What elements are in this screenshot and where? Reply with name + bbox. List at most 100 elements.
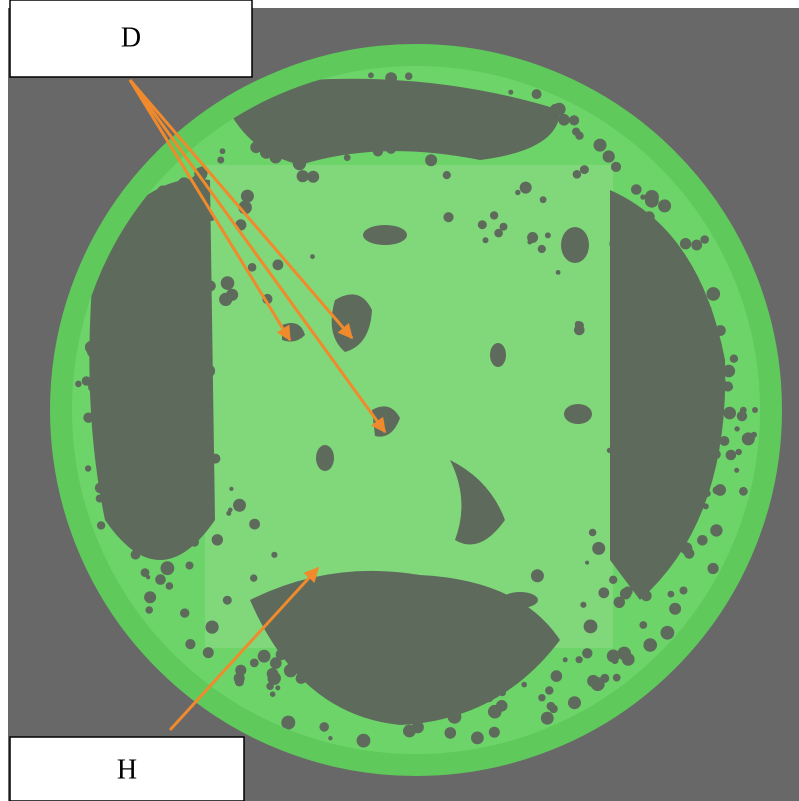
pore-dot — [623, 476, 632, 486]
pore-dot — [317, 104, 323, 110]
pore-dot — [197, 447, 205, 455]
pore-dot — [205, 620, 219, 634]
pore-dot — [483, 131, 495, 143]
pore-dot — [671, 407, 678, 414]
pore-dot — [425, 154, 438, 167]
pore-dot — [116, 341, 122, 348]
pore-dot — [707, 398, 715, 406]
pore-dot — [585, 560, 590, 565]
pore-dot — [620, 230, 635, 245]
pore-dot — [627, 205, 637, 215]
pore-dot — [669, 602, 682, 615]
arrows — [128, 79, 387, 732]
label-bottom: H — [117, 754, 137, 785]
pore-dot — [610, 417, 624, 431]
pore-dot — [673, 293, 686, 306]
pore-dot — [522, 107, 534, 119]
pore-dot — [657, 249, 664, 256]
pore-dot — [271, 551, 278, 558]
pore-dot — [305, 115, 315, 125]
pore-dot — [499, 222, 508, 231]
pore-dot — [647, 429, 654, 435]
pore-dot — [537, 244, 546, 254]
pore-dot — [552, 102, 566, 116]
pore-dot — [679, 238, 692, 250]
pore-dot — [156, 500, 167, 511]
pore-dot — [493, 111, 500, 118]
pore-dot — [639, 621, 648, 629]
pore-dot — [195, 207, 202, 213]
pore-dot — [612, 368, 622, 378]
arrow — [128, 79, 292, 342]
pore-dot — [684, 548, 695, 559]
pore-dot — [193, 341, 206, 354]
pore-dot — [628, 419, 633, 425]
pore-dot — [720, 378, 726, 384]
pore — [564, 404, 592, 424]
pore-texture — [75, 72, 758, 748]
pore-dot — [171, 228, 185, 241]
pore-dot — [197, 200, 205, 208]
pore-dot — [135, 526, 143, 534]
pore-dot — [643, 638, 657, 652]
pore-dot — [88, 381, 99, 393]
pore-dot — [484, 692, 494, 703]
pore-dot — [636, 442, 646, 452]
pore-dot — [315, 667, 325, 676]
pore-dot — [176, 443, 182, 449]
pore-dot — [157, 542, 167, 552]
pore-dot — [752, 407, 758, 413]
pore-dot — [185, 639, 196, 650]
pore-dot — [495, 700, 508, 712]
pore-dot — [672, 269, 682, 279]
pore-dot — [171, 293, 185, 306]
pore-dot — [112, 410, 118, 416]
pore-dot — [632, 338, 637, 343]
pore-dot — [105, 309, 120, 323]
pore-dot — [508, 89, 514, 95]
pore-dot — [420, 674, 432, 686]
pore-dot — [419, 696, 432, 709]
pore-dot — [640, 194, 646, 200]
pore-dot — [735, 448, 742, 456]
pore-dot — [658, 199, 672, 213]
pore-dot — [157, 185, 169, 198]
pore-dot — [723, 406, 736, 420]
pore-dot — [338, 80, 348, 91]
pore-dot — [619, 513, 626, 520]
pore-dot — [736, 410, 748, 422]
pore-dot — [247, 263, 257, 272]
pore-dot — [672, 319, 678, 324]
pore-dot — [352, 625, 361, 633]
pore-dot — [668, 256, 680, 268]
pore-dot — [625, 399, 637, 411]
pore-dot — [688, 312, 702, 326]
pore-dot — [654, 424, 663, 433]
pore-dot — [477, 220, 487, 230]
pore-dot — [610, 524, 621, 535]
pore-dot — [260, 118, 267, 125]
pore-dot — [374, 686, 385, 697]
pore-dot — [240, 189, 254, 203]
pore-dot — [662, 302, 673, 313]
pore-dot — [217, 156, 225, 164]
pore-dot — [675, 351, 687, 363]
pore-dot — [483, 666, 492, 675]
pore-dot — [181, 429, 193, 441]
pore-dot — [525, 124, 540, 139]
dark-region — [610, 190, 726, 600]
pore-dot — [646, 548, 653, 555]
pore-dot — [734, 467, 740, 473]
pore-dot — [137, 243, 143, 250]
pore-dot — [104, 476, 119, 491]
pore-dot — [521, 681, 527, 688]
pore-dot — [527, 232, 539, 243]
label-box — [9, 0, 253, 78]
pore-dot — [609, 237, 622, 250]
pore-dot — [332, 690, 342, 700]
pore-dot — [111, 517, 122, 527]
pore-dot — [144, 399, 154, 408]
pore-dot — [333, 112, 338, 117]
pore-dot — [295, 672, 307, 684]
pore-dot — [544, 232, 551, 239]
